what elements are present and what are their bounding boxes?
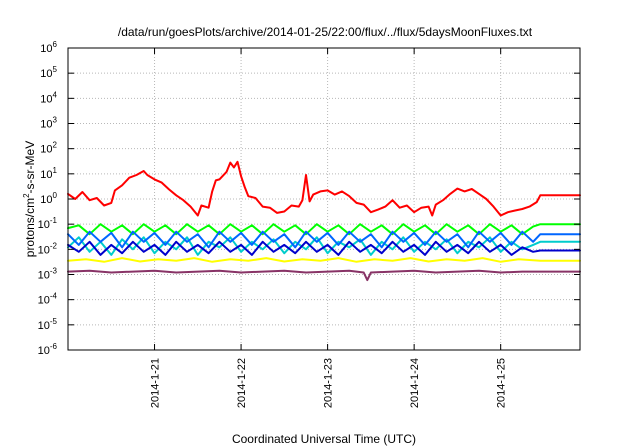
y-axis-label-base: protons/cm [23,198,37,257]
y-axis-label-rest: -s-sr-MeV [23,141,37,194]
plot-frame [67,47,581,351]
y-tick-label: 10-4 [38,292,58,307]
series-line [67,223,581,236]
y-tick-label: 105 [40,65,57,80]
x-tick-label: 2014-1-25 [496,358,508,408]
y-tick-label: 10-3 [38,267,58,282]
grid [68,48,580,350]
series-line [67,236,581,256]
x-tick-label: 2014-1-23 [323,358,335,408]
y-tick-label: 10-2 [38,241,58,256]
chart-title: /data/run/goesPlots/archive/2014-01-25/2… [118,25,533,39]
y-tick-label: 10-1 [38,216,58,231]
y-tick-label: 100 [40,191,57,206]
y-tick-label: 10-6 [38,342,58,357]
y-tick-label: 103 [40,116,57,131]
y-tick-label: 10-5 [38,317,58,332]
y-axis-label: protons/cm2-s-sr-MeV [22,141,37,257]
y-tick-label: 101 [40,166,57,181]
y-axis-label-sup: 2 [22,193,31,198]
x-tick-label: 2014-1-21 [150,358,162,408]
series-line [67,160,581,217]
series-line [67,269,581,282]
y-tick-label: 104 [40,90,57,105]
series-line [67,230,581,249]
series-layer [67,160,581,282]
y-tick-label: 106 [40,40,57,55]
x-tick-label: 2014-1-24 [409,358,421,408]
x-tick-label: 2014-1-22 [236,358,248,408]
x-axis-label: Coordinated Universal Time (UTC) [232,432,416,446]
series-line [67,257,581,263]
y-tick-label: 102 [40,141,57,156]
axes: 10-6 10-5 10-4 10-3 10-2 10-1 100 101 102 103 104 1… [38,40,580,408]
series-line [67,240,581,256]
